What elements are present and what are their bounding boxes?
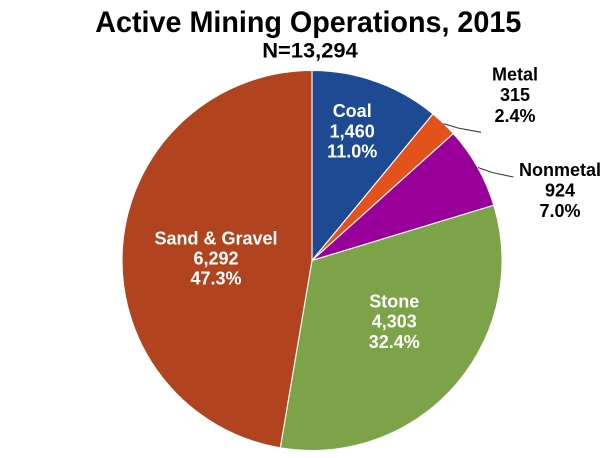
svg-text:1,460: 1,460 [330, 121, 375, 141]
svg-text:11.0%: 11.0% [327, 142, 377, 162]
svg-text:924: 924 [545, 180, 575, 200]
svg-text:315: 315 [500, 85, 530, 105]
svg-text:Nonmetal: Nonmetal [519, 160, 601, 180]
svg-text:Coal: Coal [333, 101, 372, 121]
svg-text:Sand & Gravel: Sand & Gravel [154, 229, 277, 249]
svg-text:7.0%: 7.0% [539, 201, 580, 221]
svg-text:Stone: Stone [369, 291, 419, 311]
svg-text:Active Mining Operations, 2015: Active Mining Operations, 2015 [95, 6, 521, 39]
svg-text:4,303: 4,303 [372, 312, 417, 332]
svg-text:N=13,294: N=13,294 [262, 39, 358, 62]
svg-text:32.4%: 32.4% [369, 332, 420, 352]
svg-text:47.3%: 47.3% [190, 269, 241, 289]
svg-text:2.4%: 2.4% [494, 106, 535, 126]
svg-text:Metal: Metal [492, 65, 538, 85]
svg-text:6,292: 6,292 [193, 249, 238, 269]
